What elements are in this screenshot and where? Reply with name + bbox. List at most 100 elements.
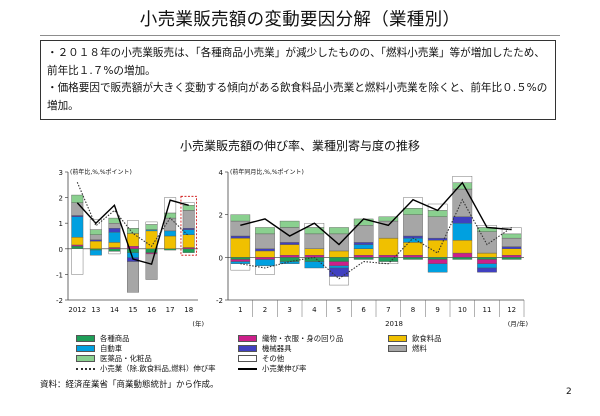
x-tick-label: 3 (287, 306, 291, 314)
y-tick-label: 0 (59, 246, 63, 254)
bar-segment (230, 237, 251, 258)
bar-segment (353, 248, 374, 256)
y-tick-label: -1 (56, 271, 63, 279)
y-tick-label: 2 (59, 195, 63, 203)
bar-segment (427, 259, 448, 264)
bar-segment (353, 244, 374, 249)
y-tick-label: -2 (56, 297, 63, 305)
bar-segment (501, 254, 522, 258)
bar-segment (279, 220, 300, 228)
y-tick-label: 2 (219, 212, 223, 220)
x-tick-label: 2 (263, 306, 267, 314)
bar-segment (145, 253, 158, 280)
bar-segment (477, 257, 497, 260)
bar-segment (403, 197, 423, 209)
bar-segment (89, 234, 102, 241)
line-excl-food-fuel (240, 198, 512, 280)
bar-segment (182, 248, 195, 253)
bar-segment (427, 210, 448, 218)
bar-segment (329, 265, 349, 269)
bar-segment (279, 227, 300, 243)
bar-segment (403, 214, 423, 237)
year-label: 2018 (385, 320, 403, 328)
bar-segment (452, 252, 473, 258)
legend-label: 自動車 (100, 344, 123, 353)
bar-segment (378, 237, 399, 256)
bar-segment (403, 254, 423, 258)
bar-segment (477, 231, 497, 254)
legend-item: 各種商品 (76, 333, 130, 344)
x-tick-label: 11 (483, 306, 492, 314)
bar-segment (501, 246, 522, 249)
bar-segment (108, 223, 121, 229)
bar-segment (501, 257, 522, 260)
bar-segment (427, 257, 448, 260)
x-tick-label: 7 (386, 306, 390, 314)
bar-segment (89, 229, 102, 235)
x-tick-label: 5 (337, 306, 341, 314)
bar-segment (329, 261, 349, 267)
bar-segment (71, 202, 84, 216)
bar-segment (255, 233, 275, 250)
bar-segment (477, 259, 497, 264)
x-tick-label: 15 (129, 306, 138, 314)
legend-swatch (388, 335, 407, 342)
bar-segment (164, 217, 177, 232)
bar-segment (329, 250, 349, 258)
bar-segment (353, 225, 374, 243)
page-title: 小売業販売額の変動要因分解（業種別） (139, 10, 461, 30)
bar-segment (127, 220, 139, 229)
bar-segment (378, 257, 399, 262)
bar-segment (230, 257, 251, 260)
x-tick-label: 9 (435, 306, 439, 314)
bar-segment (452, 257, 473, 260)
bar-segment (71, 216, 84, 238)
summary-box: ・２０１８年の小売業販売は、「各種商品小売業」が減少したものの、「燃料小売業」等… (40, 40, 556, 120)
source-note: 資料：経済産業省「商業動態統計」から作成。 (40, 380, 219, 390)
line-total-growth (240, 181, 512, 246)
bar-segment (501, 237, 522, 247)
bar-segment (353, 242, 374, 245)
legend-line-sample (76, 367, 95, 370)
x-tick-label: 8 (411, 306, 415, 314)
bar-segment (230, 263, 251, 271)
bar-segment (427, 263, 448, 273)
legend-label: 小売業（除.飲食料品,燃料）伸び率 (100, 364, 216, 373)
bar-segment (329, 257, 349, 262)
bar-segment (182, 205, 195, 211)
y-axis-label: (前年比,%,%ポイント) (70, 168, 132, 176)
title-rule (40, 35, 560, 36)
bar-segment (279, 254, 300, 258)
bar-segment (255, 227, 275, 235)
line-excl-food-fuel (76, 182, 190, 248)
x-tick-label: 10 (458, 306, 467, 314)
bar-segment (108, 228, 121, 233)
legend-swatch (238, 355, 257, 362)
bar-segment (71, 248, 84, 275)
legend-item: 織物・衣服・身の回り品 (238, 333, 343, 344)
bar-segment (353, 257, 374, 260)
bar-segment (279, 261, 300, 264)
x-tick-label: 16 (147, 306, 156, 314)
legend-label: その他 (262, 354, 285, 363)
x-tick-label: 12 (507, 306, 516, 314)
y-axis-label: (前年同月比,%,%ポイント) (230, 168, 304, 176)
bar-segment (71, 237, 84, 246)
legend-label: 機械器具 (262, 344, 292, 353)
bar-segment (108, 231, 121, 243)
bar-segment (304, 261, 325, 269)
bar-segment (89, 249, 102, 256)
bar-segment (403, 242, 423, 256)
bar-segment (145, 224, 158, 230)
y-tick-label: 3 (59, 169, 63, 177)
legend-label: 飲食料品 (412, 334, 442, 343)
x-tick-label: 17 (166, 306, 175, 314)
x-unit-label: (月/年) (508, 319, 528, 328)
x-tick-label: 1 (238, 306, 242, 314)
bar-segment (329, 227, 349, 235)
bar-segment (304, 248, 325, 256)
bar-segment (230, 235, 251, 239)
legend-item: その他 (238, 353, 284, 364)
bar-segment (182, 234, 195, 248)
